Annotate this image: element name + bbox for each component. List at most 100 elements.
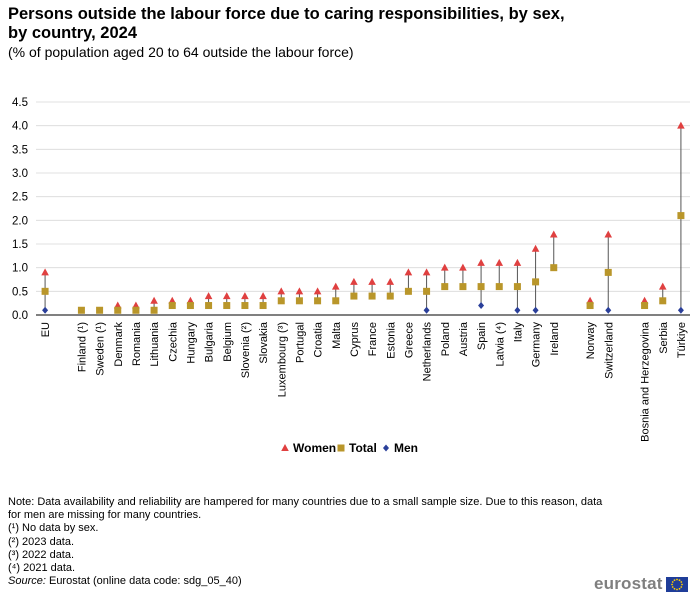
- x-tick-label-poland: Poland: [440, 322, 452, 356]
- point-men-t-rkiye: [677, 306, 684, 314]
- x-tick-label-latvia: Latvia (⁴): [494, 322, 506, 366]
- x-tick-label-luxembourg: Luxembourg (³): [276, 322, 288, 397]
- x-tick-label-finland: Finland (¹): [76, 322, 88, 372]
- point-total-bosnia-and-herzegovina: [641, 302, 649, 310]
- point-women-t-rkiye: [677, 121, 685, 129]
- point-total-hungary: [186, 302, 194, 310]
- x-tick-label-greece: Greece: [403, 322, 415, 358]
- range-lines: [44, 125, 682, 311]
- point-women-poland: [440, 263, 449, 271]
- point-women-greece: [404, 268, 413, 276]
- y-tick-label: 4.0: [12, 121, 28, 133]
- point-total-belgium: [223, 302, 231, 310]
- footnote-2: (²) 2023 data.: [8, 535, 75, 548]
- x-tick-label-malta: Malta: [331, 321, 343, 349]
- x-tick-label-t-rkiye: Türkiye: [676, 322, 688, 358]
- point-total-netherlands: [423, 287, 431, 295]
- point-women-lithuania: [150, 296, 158, 304]
- y-tick-label: 1.5: [12, 239, 28, 251]
- x-tick-label-ireland: Ireland: [549, 322, 561, 356]
- footnote-3: (³) 2022 data.: [8, 548, 75, 561]
- eurostat-logo: eurostat: [594, 574, 688, 594]
- legend-marker-total: [337, 444, 345, 452]
- source-text: Eurostat (online data code: sdg_05_40): [45, 575, 242, 588]
- point-women-cyprus: [350, 277, 358, 285]
- point-women-latvia: [495, 258, 504, 266]
- point-men-italy: [514, 306, 521, 314]
- point-total-lithuania: [150, 306, 158, 314]
- x-tick-label-austria: Austria: [458, 321, 470, 356]
- x-axis: EU Finland (¹) Sweden (¹) Denmark Romania Lit…: [40, 321, 688, 442]
- point-women-malta: [331, 282, 340, 290]
- point-total-eu: [41, 287, 49, 295]
- point-women-bulgaria: [204, 292, 213, 300]
- point-women-croatia: [313, 287, 322, 295]
- gridlines: [36, 101, 690, 316]
- point-total-slovenia: [241, 302, 249, 310]
- note-text: Note: Data availability and reliability …: [8, 496, 603, 522]
- point-total-greece: [404, 287, 412, 295]
- y-tick-label: 3.5: [12, 144, 28, 156]
- point-total-germany: [532, 278, 540, 286]
- x-tick-label-eu: EU: [40, 322, 52, 337]
- point-total-cyprus: [350, 292, 358, 300]
- chart-title: Persons outside the labour force due to …: [8, 5, 565, 42]
- point-women-belgium: [222, 292, 231, 300]
- x-tick-label-slovakia: Slovakia: [258, 321, 270, 363]
- source-line: Source: Eurostat (online data code: sdg_…: [8, 575, 608, 588]
- point-total-spain: [477, 283, 485, 291]
- point-total-switzerland: [604, 268, 612, 276]
- point-women-italy: [513, 258, 522, 266]
- y-tick-label: 0.5: [12, 286, 28, 298]
- point-women-eu: [41, 268, 49, 276]
- point-women-slovenia: [241, 292, 249, 300]
- point-men-germany: [532, 306, 539, 314]
- x-tick-label-germany: Germany: [531, 322, 543, 368]
- y-tick-label: 1.0: [12, 263, 28, 275]
- x-tick-label-hungary: Hungary: [185, 322, 197, 364]
- y-tick-label: 4.5: [12, 97, 28, 109]
- point-women-austria: [459, 263, 467, 271]
- legend-label-men: Men: [394, 441, 418, 455]
- y-tick-label: 0.0: [12, 310, 28, 322]
- y-axis: 0.0 0.5 1.0 1.5 2.0 2.5 3.0 3.5 4.0 4.5: [12, 97, 28, 322]
- y-tick-label: 3.0: [12, 168, 28, 180]
- x-tick-label-croatia: Croatia: [313, 321, 325, 357]
- point-total-france: [368, 292, 376, 300]
- data-marks: [41, 121, 685, 314]
- point-women-france: [368, 277, 376, 285]
- point-women-luxembourg: [277, 287, 286, 295]
- legend-label-women: Women: [293, 441, 336, 455]
- logo-text: eurostat: [594, 574, 663, 593]
- point-women-estonia: [386, 277, 395, 285]
- source-label: Source:: [8, 575, 46, 588]
- y-tick-label: 2.0: [12, 215, 28, 227]
- point-men-eu: [42, 306, 49, 314]
- point-total-romania: [132, 306, 140, 314]
- point-total-serbia: [659, 297, 667, 305]
- point-total-bulgaria: [205, 302, 213, 310]
- x-tick-label-italy: Italy: [512, 322, 524, 343]
- x-tick-label-cyprus: Cyprus: [349, 322, 361, 357]
- x-tick-label-czechia: Czechia: [167, 321, 179, 362]
- y-tick-label: 2.5: [12, 192, 28, 204]
- x-tick-label-france: France: [367, 322, 379, 356]
- x-tick-label-slovenia: Slovenia (²): [240, 322, 252, 378]
- point-women-serbia: [658, 282, 667, 290]
- point-total-denmark: [114, 306, 122, 314]
- point-total-austria: [459, 283, 467, 291]
- point-women-slovakia: [259, 292, 267, 300]
- point-total-poland: [441, 283, 449, 291]
- x-tick-label-denmark: Denmark: [113, 322, 125, 367]
- point-total-finland: [77, 306, 85, 314]
- point-women-spain: [477, 258, 485, 266]
- x-tick-label-bosnia-and-herzegovina: Bosnia and Herzegovina: [640, 321, 652, 442]
- point-total-estonia: [386, 292, 394, 300]
- x-tick-label-norway: Norway: [585, 322, 597, 360]
- point-total-norway: [586, 302, 594, 310]
- x-tick-label-portugal: Portugal: [294, 322, 306, 363]
- x-tick-label-belgium: Belgium: [222, 322, 234, 362]
- point-total-croatia: [314, 297, 322, 305]
- point-men-netherlands: [423, 306, 430, 314]
- legend: Women Total Men: [281, 441, 418, 455]
